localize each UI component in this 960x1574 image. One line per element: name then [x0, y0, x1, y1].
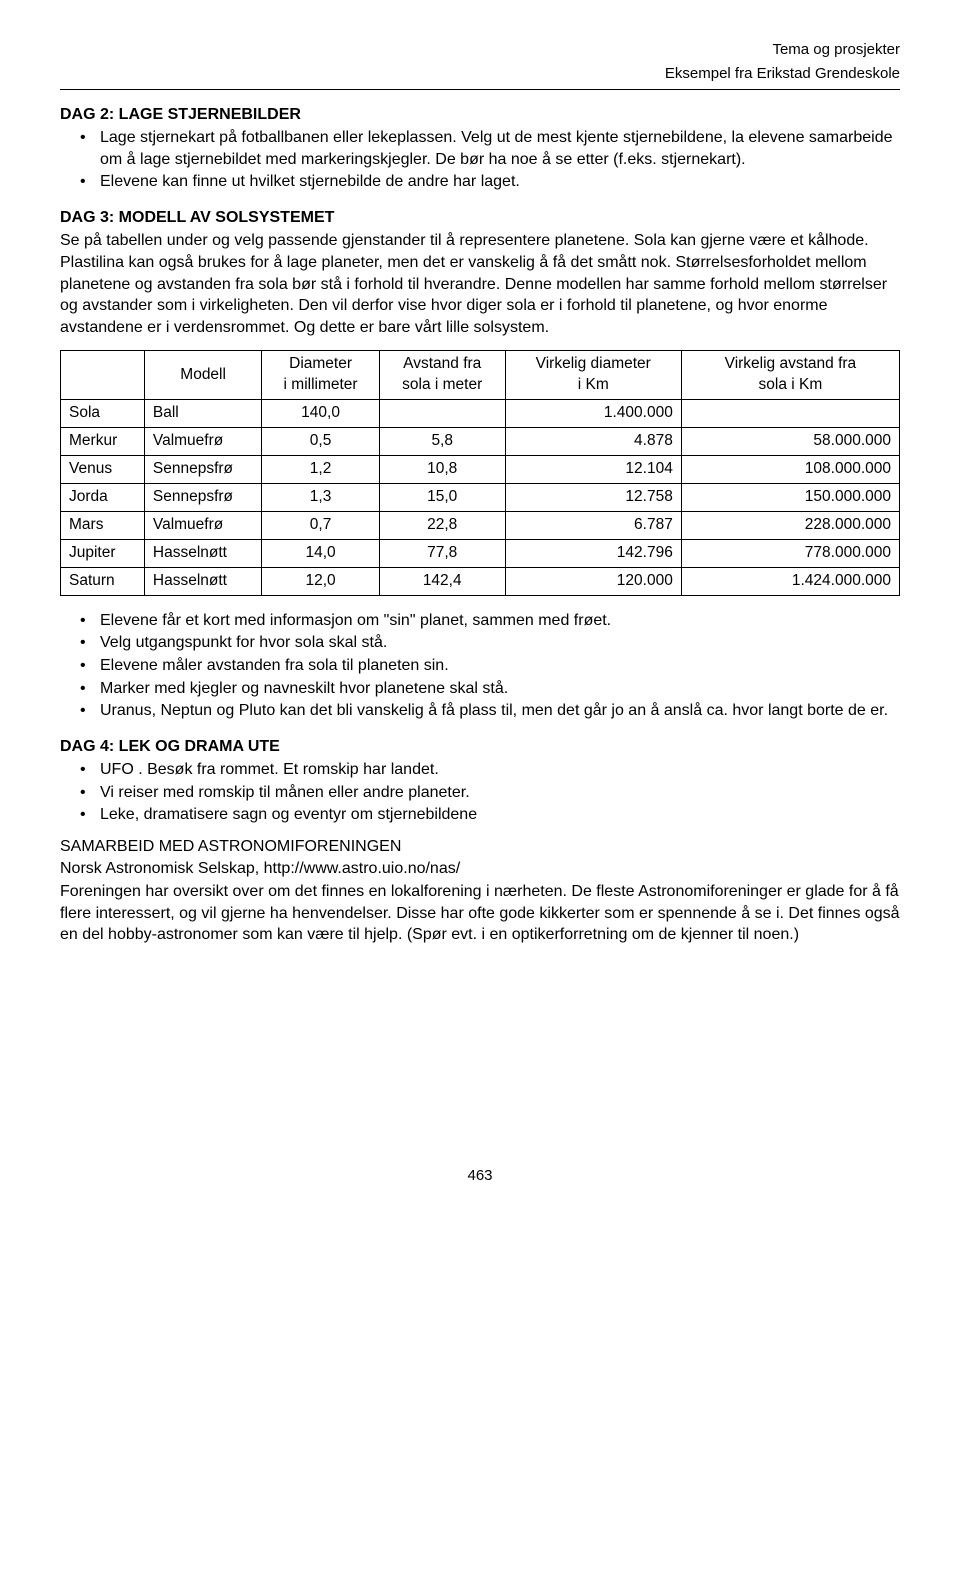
cell-rdist: 108.000.000: [681, 456, 899, 484]
dag4-title: DAG 4: LEK OG DRAMA UTE: [60, 736, 900, 758]
th-rdiam-l1: Virkelig diameter: [536, 355, 651, 372]
samarbeid-para: Foreningen har oversikt over om det finn…: [60, 881, 900, 946]
cell-dist: [379, 400, 505, 428]
table-row: Mars Valmuefrø 0,7 22,8 6.787 228.000.00…: [61, 511, 900, 539]
cell-diam: 12,0: [262, 567, 379, 595]
cell-planet: Venus: [61, 456, 145, 484]
cell-model: Sennepsfrø: [144, 484, 261, 512]
th-dist-l2: sola i meter: [402, 376, 482, 393]
cell-rdist: [681, 400, 899, 428]
dag2-title: DAG 2: LAGE STJERNEBILDER: [60, 104, 900, 126]
cell-planet: Jorda: [61, 484, 145, 512]
cell-model: Valmuefrø: [144, 511, 261, 539]
cell-rdist: 778.000.000: [681, 539, 899, 567]
list-item: Elevene får et kort med informasjon om "…: [80, 610, 900, 632]
cell-dist: 142,4: [379, 567, 505, 595]
dag3-title: DAG 3: MODELL AV SOLSYSTEMET: [60, 207, 900, 229]
cell-diam: 14,0: [262, 539, 379, 567]
list-item: Uranus, Neptun og Pluto kan det bli vans…: [80, 700, 900, 722]
dag3-para: Se på tabellen under og velg passende gj…: [60, 230, 900, 338]
cell-planet: Saturn: [61, 567, 145, 595]
dag4-list: UFO . Besøk fra rommet. Et romskip har l…: [60, 759, 900, 826]
cell-diam: 1,3: [262, 484, 379, 512]
th-real-distance: Virkelig avstand fra sola i Km: [681, 351, 899, 400]
th-rdist-l1: Virkelig avstand fra: [725, 355, 857, 372]
cell-planet: Merkur: [61, 428, 145, 456]
cell-diam: 0,7: [262, 511, 379, 539]
cell-model: Hasselnøtt: [144, 539, 261, 567]
cell-rdist: 58.000.000: [681, 428, 899, 456]
list-item: Lage stjernekart på fotballbanen eller l…: [80, 127, 900, 170]
after-table-list: Elevene får et kort med informasjon om "…: [60, 610, 900, 722]
page-number: 463: [60, 1166, 900, 1186]
cell-rdiam: 12.758: [505, 484, 681, 512]
dag2-list: Lage stjernekart på fotballbanen eller l…: [60, 127, 900, 193]
cell-rdiam: 120.000: [505, 567, 681, 595]
table-row: Venus Sennepsfrø 1,2 10,8 12.104 108.000…: [61, 456, 900, 484]
cell-dist: 22,8: [379, 511, 505, 539]
cell-rdiam: 12.104: [505, 456, 681, 484]
cell-model: Hasselnøtt: [144, 567, 261, 595]
table-row: Jupiter Hasselnøtt 14,0 77,8 142.796 778…: [61, 539, 900, 567]
cell-rdist: 228.000.000: [681, 511, 899, 539]
table-row: Saturn Hasselnøtt 12,0 142,4 120.000 1.4…: [61, 567, 900, 595]
th-distance: Avstand fra sola i meter: [379, 351, 505, 400]
cell-model: Sennepsfrø: [144, 456, 261, 484]
list-item: Vi reiser med romskip til månen eller an…: [80, 782, 900, 804]
th-dist-l1: Avstand fra: [403, 355, 481, 372]
cell-dist: 10,8: [379, 456, 505, 484]
cell-rdist: 150.000.000: [681, 484, 899, 512]
th-diameter: Diameter i millimeter: [262, 351, 379, 400]
header-rule: [60, 89, 900, 90]
cell-diam: 140,0: [262, 400, 379, 428]
list-item: Marker med kjegler og navneskilt hvor pl…: [80, 678, 900, 700]
cell-dist: 77,8: [379, 539, 505, 567]
samarbeid-line: Norsk Astronomisk Selskap, http://www.as…: [60, 858, 900, 880]
planet-table: Modell Diameter i millimeter Avstand fra…: [60, 350, 900, 595]
cell-diam: 1,2: [262, 456, 379, 484]
list-item: Velg utgangspunkt for hvor sola skal stå…: [80, 632, 900, 654]
header-line1: Tema og prosjekter: [60, 40, 900, 60]
list-item: UFO . Besøk fra rommet. Et romskip har l…: [80, 759, 900, 781]
cell-model: Valmuefrø: [144, 428, 261, 456]
th-diam-l2: i millimeter: [284, 376, 358, 393]
cell-rdiam: 142.796: [505, 539, 681, 567]
cell-planet: Sola: [61, 400, 145, 428]
cell-model: Ball: [144, 400, 261, 428]
cell-dist: 5,8: [379, 428, 505, 456]
list-item: Elevene kan finne ut hvilket stjernebild…: [80, 171, 900, 193]
table-row: Merkur Valmuefrø 0,5 5,8 4.878 58.000.00…: [61, 428, 900, 456]
cell-rdiam: 6.787: [505, 511, 681, 539]
table-row: Sola Ball 140,0 1.400.000: [61, 400, 900, 428]
cell-planet: Jupiter: [61, 539, 145, 567]
cell-dist: 15,0: [379, 484, 505, 512]
th-rdiam-l2: i Km: [578, 376, 609, 393]
th-rdist-l2: sola i Km: [759, 376, 823, 393]
cell-rdiam: 4.878: [505, 428, 681, 456]
cell-diam: 0,5: [262, 428, 379, 456]
samarbeid-title: SAMARBEID MED ASTRONOMIFORENINGEN: [60, 836, 900, 858]
list-item: Elevene måler avstanden fra sola til pla…: [80, 655, 900, 677]
table-row: Jorda Sennepsfrø 1,3 15,0 12.758 150.000…: [61, 484, 900, 512]
th-diam-l1: Diameter: [289, 355, 352, 372]
cell-rdist: 1.424.000.000: [681, 567, 899, 595]
list-item: Leke, dramatisere sagn og eventyr om stj…: [80, 804, 900, 826]
th-model: Modell: [144, 351, 261, 400]
th-empty: [61, 351, 145, 400]
th-real-diameter: Virkelig diameter i Km: [505, 351, 681, 400]
cell-rdiam: 1.400.000: [505, 400, 681, 428]
header-line2: Eksempel fra Erikstad Grendeskole: [60, 64, 900, 84]
table-header-row: Modell Diameter i millimeter Avstand fra…: [61, 351, 900, 400]
cell-planet: Mars: [61, 511, 145, 539]
